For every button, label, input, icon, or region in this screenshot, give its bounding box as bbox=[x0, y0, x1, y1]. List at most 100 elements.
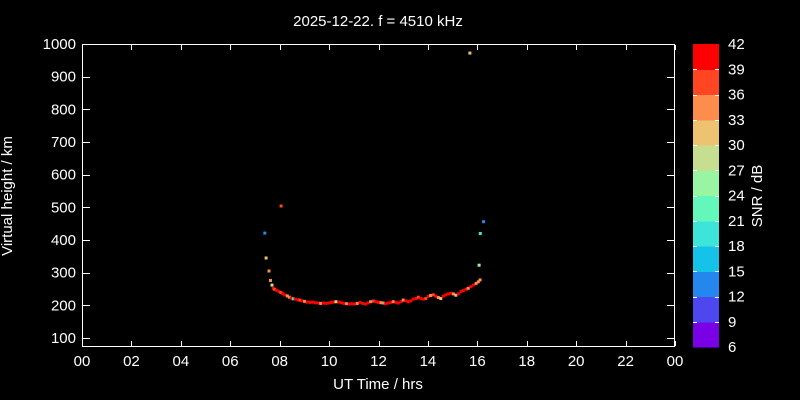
data-point bbox=[409, 299, 413, 303]
data-point bbox=[285, 294, 289, 298]
colorbar-segment bbox=[693, 119, 719, 146]
data-point bbox=[311, 300, 315, 304]
data-point bbox=[361, 301, 365, 305]
x-tick-label: 12 bbox=[370, 353, 387, 370]
data-point bbox=[305, 300, 309, 304]
y-tick-label: 600 bbox=[51, 167, 76, 184]
data-point bbox=[319, 301, 323, 305]
y-tick-label: 100 bbox=[51, 330, 76, 347]
data-point bbox=[464, 287, 468, 291]
colorbar-tick-label: 9 bbox=[728, 314, 736, 331]
data-point bbox=[353, 302, 357, 306]
data-point bbox=[289, 296, 293, 300]
data-point bbox=[396, 301, 400, 305]
data-point bbox=[267, 269, 271, 273]
data-point bbox=[424, 297, 428, 300]
data-point bbox=[474, 281, 478, 285]
colorbar-tick-label: 27 bbox=[728, 162, 745, 179]
y-tick-label: 300 bbox=[51, 265, 76, 282]
y-tick-label: 500 bbox=[51, 199, 76, 216]
data-point bbox=[355, 301, 359, 305]
data-point bbox=[264, 256, 268, 260]
colorbar-tick-label: 15 bbox=[728, 263, 745, 280]
data-point bbox=[386, 301, 390, 305]
data-point bbox=[371, 299, 375, 303]
plot-frame bbox=[82, 44, 675, 347]
y-tick-label: 1000 bbox=[43, 36, 76, 53]
y-tick-label: 200 bbox=[51, 297, 76, 314]
data-point bbox=[468, 51, 472, 55]
data-point bbox=[273, 287, 276, 291]
data-point bbox=[391, 300, 395, 304]
data-point bbox=[277, 290, 281, 294]
colorbar-tick-label: 39 bbox=[728, 61, 745, 78]
colorbar-segment bbox=[693, 69, 719, 95]
colorbar-tick-label: 12 bbox=[728, 289, 745, 306]
data-point bbox=[283, 293, 287, 297]
data-point bbox=[416, 295, 420, 299]
data-point bbox=[436, 296, 440, 299]
data-point bbox=[350, 302, 354, 306]
data-point bbox=[366, 301, 370, 305]
data-point bbox=[327, 301, 331, 305]
data-point bbox=[444, 293, 448, 297]
data-point bbox=[308, 300, 312, 304]
colorbar-segment bbox=[693, 220, 719, 247]
data-point bbox=[411, 297, 415, 301]
data-point bbox=[389, 300, 393, 304]
x-tick-label: 14 bbox=[420, 353, 437, 370]
data-point bbox=[441, 294, 445, 298]
data-point bbox=[281, 292, 285, 296]
data-point bbox=[287, 295, 291, 299]
x-tick-label: 00 bbox=[667, 353, 684, 370]
x-tick-label: 22 bbox=[617, 353, 634, 370]
data-point bbox=[298, 298, 302, 302]
data-point bbox=[313, 301, 317, 305]
data-point bbox=[347, 302, 351, 306]
y-tick-label: 800 bbox=[51, 101, 76, 118]
data-point bbox=[263, 231, 267, 235]
colorbar-segment bbox=[693, 321, 719, 348]
data-point bbox=[404, 299, 408, 303]
x-tick-label: 18 bbox=[518, 353, 535, 370]
x-tick-label: 00 bbox=[74, 353, 91, 370]
data-point bbox=[324, 301, 328, 305]
x-tick-label: 04 bbox=[172, 353, 189, 370]
data-point bbox=[459, 290, 463, 294]
data-point bbox=[439, 297, 443, 300]
data-point bbox=[363, 302, 367, 306]
y-axis-label: Virtual height / km bbox=[0, 136, 16, 256]
data-point bbox=[401, 298, 405, 302]
x-tick-label: 02 bbox=[123, 353, 140, 370]
x-tick-label: 16 bbox=[469, 353, 486, 370]
data-points bbox=[263, 51, 485, 306]
colorbar-tick-label: 33 bbox=[728, 112, 745, 129]
data-point bbox=[394, 300, 398, 304]
colorbar: 6 9 12 15 18 21 24 27 30 33 36 39 42 bbox=[693, 36, 745, 356]
colorbar-segment bbox=[693, 296, 719, 323]
data-point bbox=[376, 300, 380, 304]
data-point bbox=[279, 204, 283, 208]
colorbar-label: SNR / dB bbox=[749, 165, 766, 228]
colorbar-tick-label: 24 bbox=[728, 188, 745, 205]
data-point bbox=[358, 300, 362, 304]
data-point bbox=[332, 300, 336, 304]
x-tick-label: 10 bbox=[321, 353, 338, 370]
data-point bbox=[337, 300, 341, 304]
y-tick-label: 900 bbox=[51, 69, 76, 86]
data-point bbox=[414, 297, 418, 300]
colorbar-segment bbox=[693, 94, 719, 121]
data-point bbox=[469, 285, 473, 289]
colorbar-segment bbox=[693, 195, 719, 222]
data-point bbox=[477, 263, 481, 267]
y-tick-label: 700 bbox=[51, 134, 76, 151]
data-point bbox=[316, 301, 320, 305]
data-point bbox=[384, 302, 388, 306]
data-point bbox=[419, 297, 423, 300]
data-point bbox=[300, 299, 304, 303]
data-point bbox=[374, 300, 378, 304]
data-point bbox=[454, 293, 458, 297]
data-point bbox=[345, 302, 349, 306]
